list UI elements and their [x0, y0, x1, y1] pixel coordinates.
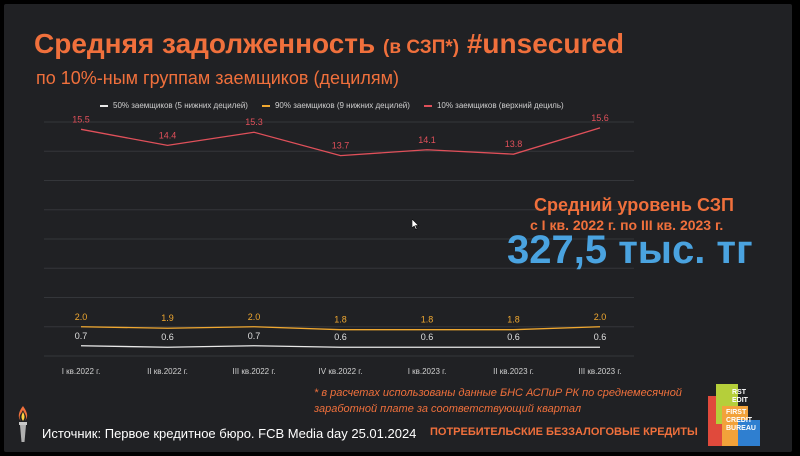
footnote-line-1: * в расчетах использованы данные БНС АСП…	[314, 387, 682, 399]
data-label: 0.7	[75, 331, 88, 341]
source-text: Источник: Первое кредитное бюро. FCB Med…	[42, 426, 417, 441]
x-tick-label: III кв.2022 г.	[232, 367, 275, 376]
series-line-1	[80, 326, 601, 331]
title-hashtag: #unsecured	[466, 28, 625, 59]
average-title: Средний уровень СЗП	[534, 195, 734, 215]
footnote: * в расчетах использованы данные БНС АСП…	[314, 385, 682, 417]
data-label: 0.6	[507, 332, 520, 342]
x-tick-label: III кв.2023 г.	[578, 367, 621, 376]
legend-label-90: 90% заемщиков (9 нижних децилей)	[274, 101, 410, 110]
slide: Средняя задолженность (в СЗП*) #unsecure…	[4, 4, 792, 452]
legend-item-10: 10% заемщиков (верхний дециль)	[423, 101, 564, 110]
x-tick-label: IV кв.2022 г.	[319, 367, 363, 376]
data-label: 15.3	[245, 117, 263, 127]
series-line-0	[80, 345, 600, 348]
title-main: Средняя задолженность	[34, 28, 376, 59]
line-chart: 0.7 0.6 0.7 0.6 0.6 0.6 0.6 2.0 1.9 2.0 1.8 1.8 1.8 2…	[44, 113, 634, 376]
data-label: 0.6	[161, 332, 174, 342]
x-tick-label: II кв.2023 г.	[493, 367, 534, 376]
svg-text:EDIT: EDIT	[732, 397, 749, 404]
data-label: 0.6	[594, 332, 607, 342]
legend-swatch-50	[100, 104, 108, 107]
legend-swatch-10	[423, 104, 432, 107]
data-label: 0.6	[334, 332, 347, 342]
title-paren: (в СЗП*)	[383, 37, 460, 58]
legend-label-50: 50% заемщиков (5 нижних децилей)	[113, 101, 248, 110]
legend-item-50: 50% заемщиков (5 нижних децилей)	[100, 101, 248, 110]
svg-text:RST: RST	[732, 389, 747, 396]
data-label: 2.0	[248, 312, 261, 322]
footnote-line-2: заработной плате за соответствующий квар…	[314, 403, 582, 415]
first-credit-bureau-logo: RST EDIT FIRST CREDIT BUREAU	[708, 384, 760, 446]
mouse-cursor-icon	[412, 219, 420, 230]
average-value: 327,5 тыс. тг	[507, 228, 753, 272]
page-subtitle: по 10%-ным группам заемщиков (децилям)	[36, 68, 399, 88]
data-label: 13.8	[505, 139, 523, 149]
data-label: 1.8	[334, 315, 347, 325]
data-label: 1.8	[421, 315, 434, 325]
svg-text:FIRST: FIRST	[726, 409, 747, 416]
x-tick-label: II кв.2022 г.	[147, 367, 188, 376]
average-period: с I кв. 2022 г. по III кв. 2023 г.	[530, 217, 724, 233]
series-line-2	[80, 127, 601, 157]
page-title: Средняя задолженность (в СЗП*) #unsecure…	[34, 28, 624, 60]
legend-label-10: 10% заемщиков (верхний дециль)	[436, 101, 564, 110]
torch-icon	[18, 406, 28, 442]
data-label: 1.9	[161, 313, 174, 323]
svg-text:CREDIT: CREDIT	[726, 417, 753, 424]
x-tick-label: I кв.2023 г.	[408, 367, 447, 376]
data-label: 0.6	[421, 332, 434, 342]
data-label: 0.7	[248, 331, 261, 341]
data-label: 15.6	[591, 113, 609, 123]
legend-item-90: 90% заемщиков (9 нижних децилей)	[261, 101, 410, 110]
x-tick-label: I кв.2022 г.	[62, 367, 101, 376]
data-label: 1.8	[507, 315, 520, 325]
data-label: 15.5	[72, 114, 90, 124]
data-label: 14.4	[159, 130, 177, 140]
data-label: 13.7	[332, 141, 350, 151]
data-label: 14.1	[418, 135, 436, 145]
data-label: 2.0	[75, 312, 88, 322]
data-label: 2.0	[594, 312, 607, 322]
chart-legend: 50% заемщиков (5 нижних децилей) 90% зае…	[100, 101, 564, 110]
svg-text:BUREAU: BUREAU	[726, 425, 756, 432]
category-tag: ПОТРЕБИТЕЛЬСКИЕ БЕЗЗАЛОГОВЫЕ КРЕДИТЫ	[430, 426, 698, 438]
legend-swatch-90	[261, 104, 270, 107]
